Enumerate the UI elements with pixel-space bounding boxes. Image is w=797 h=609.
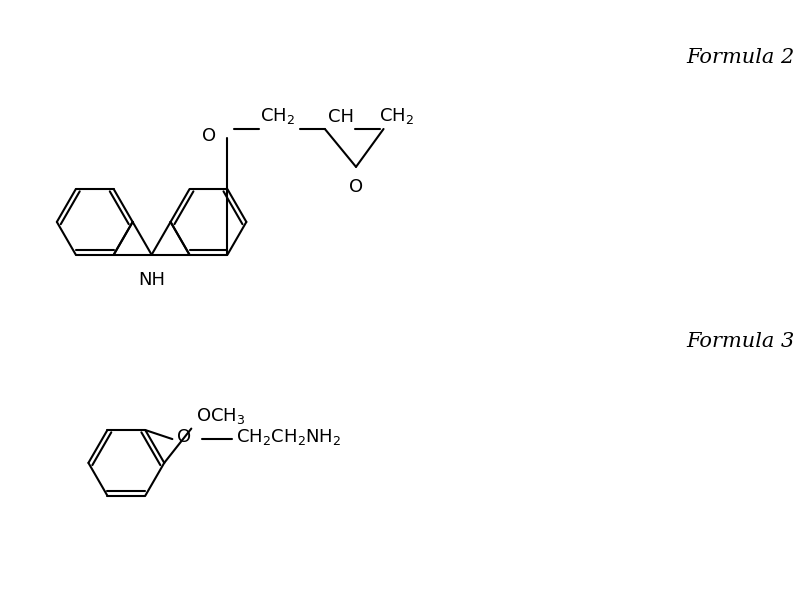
Text: CH$_2$: CH$_2$	[260, 107, 295, 126]
Text: CH: CH	[328, 108, 354, 126]
Text: OCH$_3$: OCH$_3$	[196, 406, 245, 426]
Text: O: O	[202, 127, 217, 145]
Text: Formula 2: Formula 2	[686, 48, 794, 67]
Text: O: O	[177, 428, 191, 446]
Text: O: O	[349, 178, 363, 195]
Text: Formula 3: Formula 3	[686, 332, 794, 351]
Text: CH$_2$: CH$_2$	[379, 107, 414, 126]
Text: NH: NH	[138, 271, 165, 289]
Text: CH$_2$CH$_2$NH$_2$: CH$_2$CH$_2$NH$_2$	[237, 428, 341, 447]
